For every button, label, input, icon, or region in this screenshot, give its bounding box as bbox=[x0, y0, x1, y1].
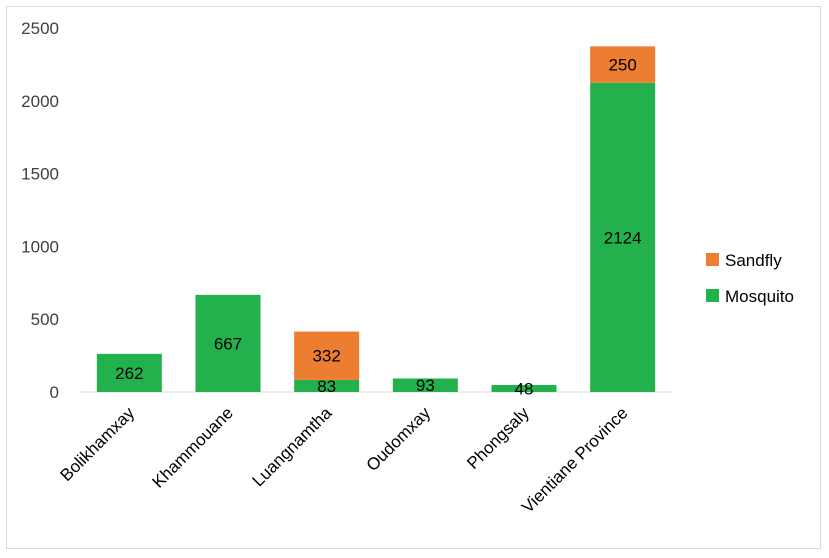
legend: Sandfly Mosquito bbox=[706, 251, 794, 306]
y-tick-label: 1500 bbox=[21, 165, 59, 184]
data-label: 262 bbox=[115, 364, 143, 383]
x-category-label: Khammouane bbox=[149, 403, 237, 491]
bars bbox=[96, 46, 656, 392]
bar-mosquito-luangnamtha bbox=[294, 379, 360, 392]
bar-mosquito-vientiane-province bbox=[590, 82, 656, 392]
y-tick-label: 2000 bbox=[21, 92, 59, 111]
bar-mosquito-phongsaly bbox=[491, 385, 557, 392]
data-label: 250 bbox=[608, 56, 636, 75]
chart-frame bbox=[6, 6, 821, 549]
y-tick-label: 500 bbox=[31, 310, 59, 329]
x-category-label: Bolikhamxay bbox=[57, 403, 139, 485]
legend-swatch-sandfly bbox=[706, 253, 719, 266]
x-category-label: Vientiane Province bbox=[518, 403, 631, 516]
axes: 0 500 1000 1500 2000 2500 Bolikhamxay Khammouan… bbox=[21, 19, 672, 517]
legend-label-mosquito: Mosquito bbox=[725, 287, 794, 306]
data-label: 2124 bbox=[604, 228, 642, 247]
y-tick-label: 1000 bbox=[21, 237, 59, 256]
x-category-label: Luangnamtha bbox=[249, 403, 336, 490]
legend-swatch-mosquito bbox=[706, 289, 719, 302]
data-label: 83 bbox=[317, 377, 336, 396]
data-label: 332 bbox=[312, 347, 340, 366]
y-tick-label: 2500 bbox=[21, 19, 59, 38]
bar-mosquito-bolikhamxay bbox=[96, 353, 162, 392]
bar-mosquito-khammouane bbox=[195, 294, 261, 392]
bar-sandfly-vientiane-province bbox=[590, 46, 656, 83]
y-tick-label: 0 bbox=[50, 383, 59, 402]
x-category-label: Oudomxay bbox=[363, 403, 435, 475]
data-label: 48 bbox=[515, 380, 534, 399]
data-label: 93 bbox=[416, 376, 435, 395]
data-label: 667 bbox=[214, 334, 242, 353]
legend-label-sandfly: Sandfly bbox=[725, 251, 782, 270]
x-category-label: Phongsaly bbox=[463, 403, 533, 473]
data-labels: 262 667 83 332 93 48 2124 250 bbox=[115, 56, 641, 399]
bar-sandfly-luangnamtha bbox=[294, 331, 360, 380]
bar-mosquito-oudomxay bbox=[392, 378, 458, 392]
